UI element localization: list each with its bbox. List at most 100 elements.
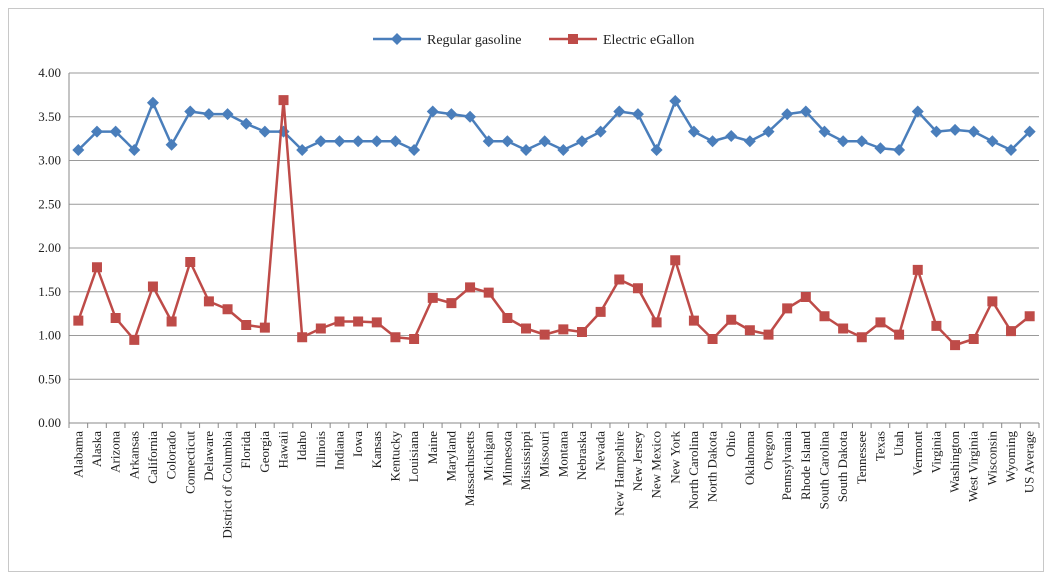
x-tick-label: Idaho	[294, 431, 309, 461]
data-point	[129, 334, 140, 345]
gridlines	[69, 72, 1039, 424]
x-tick-label: Texas	[872, 431, 887, 461]
data-point	[240, 117, 253, 130]
data-point	[241, 320, 252, 330]
y-tick-label: 3.00	[38, 153, 61, 168]
data-point	[166, 316, 177, 327]
x-tick-label: North Carolina	[686, 431, 701, 510]
x-tick-label: Ohio	[723, 431, 738, 457]
data-point	[614, 274, 625, 285]
data-point	[202, 108, 215, 121]
x-tick-label: New Hampshire	[611, 431, 626, 516]
data-point	[894, 329, 905, 340]
data-point	[297, 332, 308, 343]
data-point	[575, 135, 588, 148]
data-point	[595, 306, 606, 317]
data-point	[838, 323, 849, 334]
x-tick-label: Montana	[555, 431, 570, 477]
data-point	[706, 135, 719, 148]
x-tick-label: Oklahoma	[742, 431, 757, 485]
data-point	[911, 105, 924, 118]
data-point	[482, 135, 495, 148]
x-tick-label: Minnesota	[499, 431, 514, 486]
x-tick-label: Kansas	[369, 431, 384, 469]
x-tick-label: Wisconsin	[984, 431, 999, 486]
data-point	[800, 292, 811, 302]
data-point	[389, 135, 402, 148]
data-point	[781, 108, 794, 121]
data-point	[557, 144, 570, 156]
data-point	[670, 255, 681, 266]
data-point	[483, 287, 494, 298]
data-point	[707, 334, 718, 344]
data-point	[687, 125, 700, 138]
data-point	[334, 316, 345, 327]
data-point	[967, 125, 980, 138]
data-point	[725, 130, 738, 142]
data-point	[1024, 311, 1035, 322]
data-point	[930, 125, 943, 138]
x-tick-label: Iowa	[350, 431, 365, 457]
data-point	[501, 135, 514, 148]
data-point	[109, 125, 122, 138]
data-point	[726, 314, 737, 325]
y-tick-label: 4.00	[38, 65, 61, 80]
x-tick-label: Louisiana	[406, 431, 421, 482]
data-point	[893, 144, 906, 156]
data-point	[314, 135, 327, 148]
data-point	[221, 108, 234, 121]
y-tick-label: 1.00	[38, 328, 61, 343]
x-tick-label: Georgia	[257, 431, 272, 473]
legend-item-egallon: Electric eGallon	[549, 33, 694, 48]
data-point	[875, 317, 886, 328]
data-point	[128, 144, 141, 156]
series-0	[72, 95, 1036, 156]
x-tick-label: Maine	[425, 431, 440, 464]
series-line	[77, 98, 1031, 347]
data-point	[744, 325, 755, 336]
x-axis: Alabama Alaska Arizona Arkansas California Co…	[68, 423, 1040, 539]
series-layer	[72, 95, 1036, 351]
x-tick-label: Vermont	[910, 431, 925, 476]
data-point	[1005, 144, 1018, 156]
data-point	[502, 313, 513, 323]
data-point	[296, 144, 309, 156]
data-point	[258, 125, 271, 138]
x-tick-label: New Jersey	[630, 431, 645, 492]
x-tick-label: New York	[667, 431, 682, 484]
data-point	[91, 262, 102, 273]
x-tick-label: Florida	[238, 431, 253, 469]
x-tick-label: Indiana	[331, 431, 346, 470]
x-tick-label: Nevada	[593, 431, 608, 471]
data-point	[73, 315, 84, 326]
data-point	[650, 144, 663, 156]
x-tick-label: Virginia	[928, 431, 943, 474]
data-point	[874, 142, 887, 155]
legend-item-gasoline: Regular gasoline	[373, 33, 521, 48]
x-tick-label: Pennsylvania	[779, 431, 794, 501]
x-tick-label: Colorado	[164, 431, 179, 479]
y-tick-label: 3.50	[38, 109, 61, 124]
data-point	[352, 135, 365, 148]
data-point	[72, 144, 85, 156]
data-point	[146, 96, 159, 109]
x-tick-label: West Virginia	[966, 431, 981, 502]
data-point	[315, 323, 326, 334]
x-tick-label: Arkansas	[126, 431, 141, 479]
data-point	[594, 125, 607, 138]
x-tick-label: New Mexico	[649, 431, 664, 499]
x-tick-label: Tennessee	[854, 431, 869, 484]
series-line	[77, 99, 1031, 152]
series-1	[73, 95, 1035, 351]
data-point	[986, 135, 999, 148]
data-point	[632, 283, 643, 294]
line-chart: Regular gasoline Electric eGallon 0.000.…	[38, 33, 1040, 539]
data-point	[837, 135, 850, 148]
data-point	[147, 281, 158, 292]
data-point	[912, 264, 923, 275]
data-point	[445, 108, 458, 121]
x-tick-label: Arizona	[108, 431, 123, 473]
y-tick-label: 0.00	[38, 415, 61, 430]
x-tick-label: Hawaii	[276, 431, 291, 469]
x-tick-label: Oregon	[761, 431, 776, 470]
